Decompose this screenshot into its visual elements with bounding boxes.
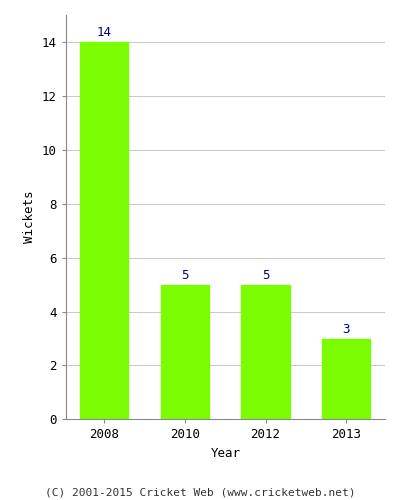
Y-axis label: Wickets: Wickets [23,191,36,244]
Text: 5: 5 [262,269,269,282]
Text: 3: 3 [342,323,350,336]
Bar [161,284,209,420]
Text: 14: 14 [97,26,112,40]
Bar [242,284,290,420]
X-axis label: Year: Year [210,447,240,460]
Text: (C) 2001-2015 Cricket Web (www.cricketweb.net): (C) 2001-2015 Cricket Web (www.cricketwe… [45,488,355,498]
Bar [80,42,128,420]
Bar [322,338,370,419]
Text: 5: 5 [181,269,189,282]
